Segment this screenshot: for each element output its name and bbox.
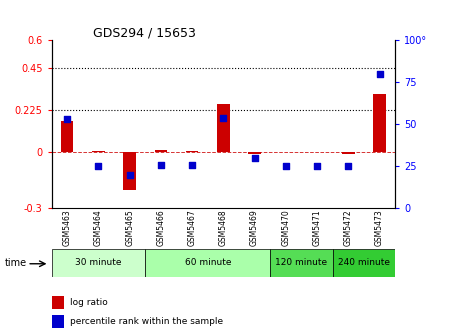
- Text: time: time: [4, 258, 26, 268]
- Bar: [52, 315, 64, 328]
- Text: percentile rank within the sample: percentile rank within the sample: [70, 317, 224, 326]
- Point: [313, 164, 321, 169]
- Point: [189, 162, 196, 167]
- Text: log ratio: log ratio: [70, 298, 108, 306]
- Bar: [123, 152, 136, 190]
- Text: 30 minute: 30 minute: [75, 258, 122, 267]
- Bar: [217, 104, 229, 152]
- Point: [126, 172, 133, 177]
- Point: [345, 164, 352, 169]
- Text: 240 minute: 240 minute: [338, 258, 390, 267]
- Point: [64, 117, 71, 122]
- Point: [376, 71, 383, 77]
- Bar: [52, 249, 145, 277]
- Bar: [248, 152, 261, 154]
- Bar: [373, 94, 386, 152]
- Point: [95, 164, 102, 169]
- Bar: [61, 121, 74, 152]
- Text: 120 minute: 120 minute: [275, 258, 327, 267]
- Point: [251, 155, 258, 161]
- Bar: [342, 152, 355, 154]
- Point: [282, 164, 290, 169]
- Bar: [52, 296, 64, 308]
- Point: [220, 115, 227, 120]
- Bar: [270, 249, 333, 277]
- Point: [157, 162, 164, 167]
- Text: GDS294 / 15653: GDS294 / 15653: [93, 26, 196, 39]
- Bar: [333, 249, 395, 277]
- Bar: [154, 151, 167, 152]
- Bar: [145, 249, 270, 277]
- Text: 60 minute: 60 minute: [185, 258, 231, 267]
